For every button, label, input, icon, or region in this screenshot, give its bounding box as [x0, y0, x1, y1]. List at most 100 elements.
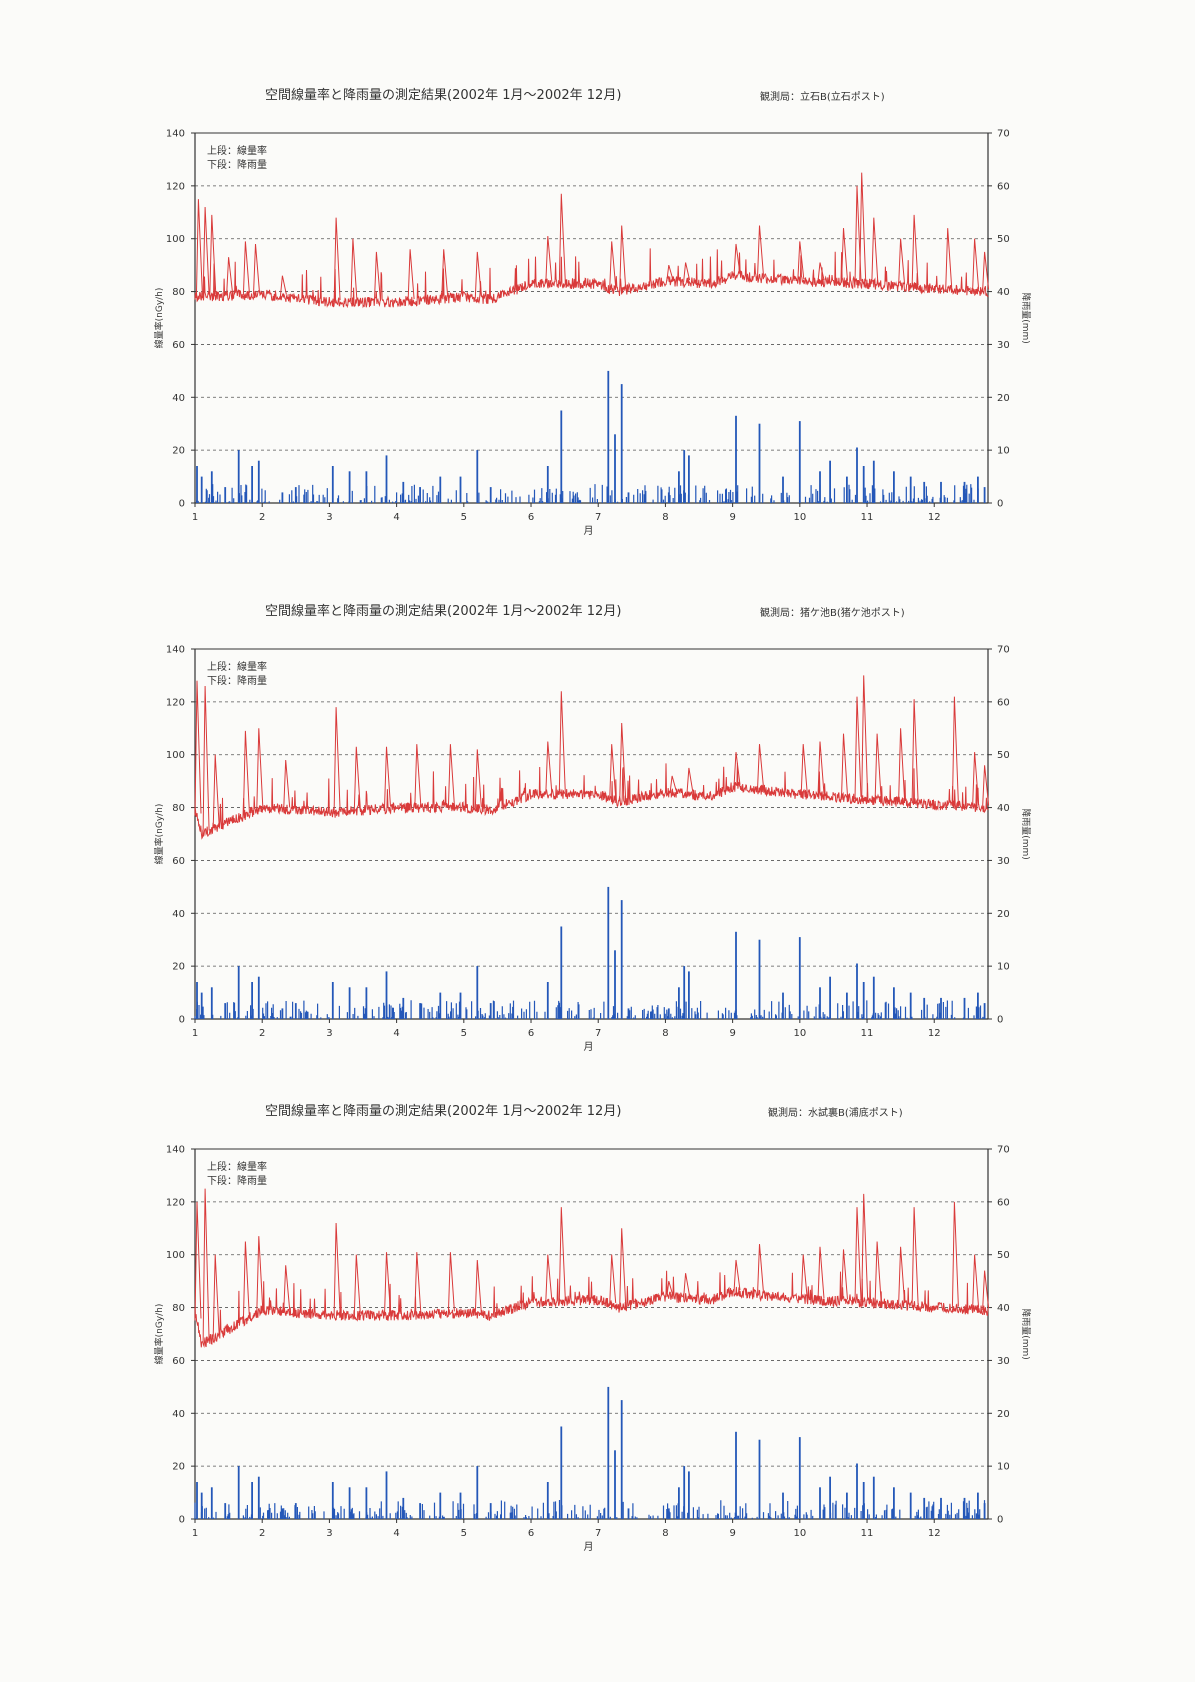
- dose-spike: [474, 749, 482, 809]
- rain-bar: [846, 992, 848, 1019]
- rain-bar: [614, 950, 616, 1019]
- dose-spike: [817, 1246, 825, 1301]
- legend-item-dose: 上段：線量率: [207, 1160, 267, 1173]
- rain-bar: [331, 466, 334, 503]
- dose-spike: [384, 746, 391, 809]
- rain-bar: [872, 1476, 875, 1519]
- y-left-axis-label: 線量率(nGy/h): [153, 804, 165, 865]
- rain-bar: [829, 460, 831, 503]
- rain-bar: [909, 992, 912, 1019]
- rain-bar: [735, 931, 737, 1019]
- rain-bar: [348, 987, 351, 1019]
- dose-spike: [353, 1254, 361, 1316]
- rain-bar: [331, 1482, 334, 1519]
- y-left-tick-label: 60: [172, 856, 185, 867]
- rain-bar: [614, 1450, 616, 1519]
- y-left-tick-label: 80: [172, 803, 185, 814]
- rain-bar: [459, 476, 462, 503]
- y-right-tick-label: 70: [997, 645, 1010, 656]
- x-tick-label: 2: [259, 1528, 265, 1539]
- rain-bar: [237, 1466, 240, 1519]
- dose-spike: [911, 214, 919, 288]
- rain-bar: [224, 1003, 227, 1019]
- rain-bar: [251, 982, 253, 1019]
- rain-bar: [627, 1508, 630, 1519]
- dose-rate-line: [194, 248, 989, 309]
- x-tick-label: 9: [729, 1528, 735, 1539]
- rain-bar: [200, 476, 203, 503]
- rain-bar: [560, 1426, 563, 1519]
- dose-spike: [283, 759, 291, 810]
- rain-bar: [872, 976, 875, 1019]
- rain-bar: [893, 1487, 895, 1519]
- dose-spike: [683, 1273, 691, 1299]
- rain-bar: [940, 997, 942, 1019]
- dose-spike: [373, 251, 381, 303]
- rain-bar: [251, 1482, 253, 1519]
- rain-bar: [667, 1008, 670, 1019]
- legend-item-rain: 下段：降雨量: [207, 674, 267, 687]
- dose-spike: [841, 228, 848, 283]
- rain-bar: [294, 487, 297, 503]
- dose-spike: [733, 243, 741, 277]
- rain-bar: [963, 1497, 966, 1519]
- dose-spike: [283, 1265, 291, 1313]
- dose-spike: [333, 707, 341, 813]
- rain-bar: [560, 926, 563, 1019]
- x-tick-label: 1: [192, 1528, 198, 1539]
- y-right-tick-label: 10: [997, 1462, 1010, 1473]
- dose-spike: [333, 1222, 341, 1316]
- dose-spike: [619, 1228, 627, 1307]
- rain-bar: [758, 423, 761, 503]
- dose-spike: [861, 675, 869, 800]
- rain-bar: [940, 481, 942, 503]
- rain-bar: [196, 1482, 198, 1519]
- y-right-tick-label: 10: [997, 962, 1010, 973]
- dose-spike: [972, 752, 980, 807]
- y-left-tick-label: 100: [166, 234, 185, 245]
- x-tick-label: 6: [528, 1028, 534, 1039]
- rain-bar: [735, 415, 737, 503]
- y-right-tick-label: 50: [997, 1250, 1010, 1261]
- rain-bar: [758, 939, 761, 1019]
- y-left-tick-label: 40: [172, 909, 185, 920]
- rain-bar: [196, 982, 198, 1019]
- rain-bar: [385, 455, 388, 503]
- dose-spike: [669, 775, 677, 793]
- y-right-axis-label: 降雨量(mm): [1020, 808, 1032, 860]
- rain-bar: [224, 1503, 227, 1519]
- dose-spike: [558, 193, 566, 284]
- rain-bar: [735, 1431, 737, 1519]
- rain-bar: [893, 471, 895, 503]
- rain-bar: [846, 1492, 848, 1519]
- y-left-tick-label: 100: [166, 750, 185, 761]
- x-tick-label: 5: [461, 1028, 467, 1039]
- dose-spike: [972, 238, 980, 291]
- dose-spike: [757, 744, 764, 790]
- rain-bar: [402, 481, 405, 503]
- rain-bar: [294, 1503, 297, 1519]
- dose-spike: [558, 1207, 566, 1302]
- y-left-tick-label: 20: [172, 962, 185, 973]
- rain-bar: [846, 476, 848, 503]
- dose-spike: [733, 1259, 741, 1293]
- rain-bar: [983, 487, 986, 503]
- rain-bar: [281, 1008, 284, 1019]
- x-tick-label: 4: [393, 1528, 399, 1539]
- rain-bar: [940, 1497, 942, 1519]
- rain-bar: [620, 900, 623, 1019]
- dose-spike: [242, 730, 250, 815]
- rain-bar: [963, 997, 966, 1019]
- dose-spike: [898, 728, 906, 803]
- dose-spike: [854, 185, 862, 284]
- rain-bar: [798, 937, 801, 1019]
- rain-bar: [257, 460, 260, 503]
- dose-spike: [666, 1280, 674, 1298]
- legend-item-rain: 下段：降雨量: [207, 158, 267, 171]
- dose-spike: [194, 680, 202, 816]
- dose-spike: [951, 1201, 959, 1309]
- y-left-tick-label: 140: [166, 645, 185, 656]
- y-left-tick-label: 100: [166, 1250, 185, 1261]
- dose-spike: [558, 691, 566, 795]
